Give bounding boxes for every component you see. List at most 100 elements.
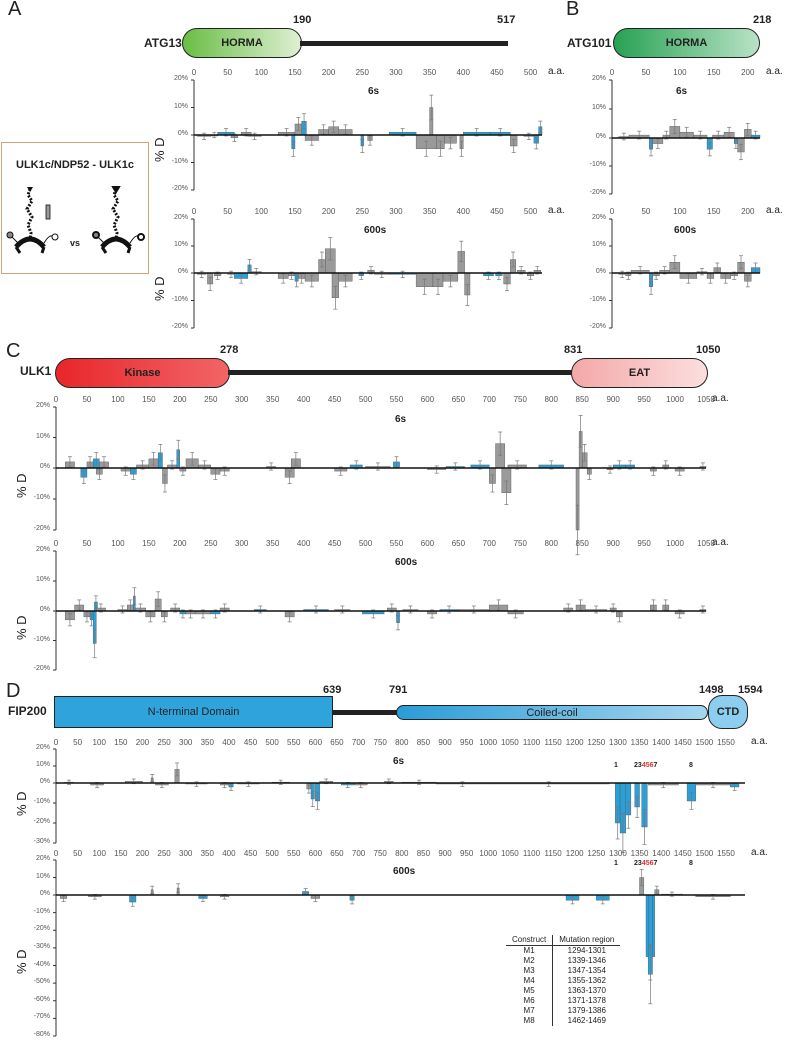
x-tick-label: 850 [416,738,431,747]
boundary-label: 1498 [699,684,724,696]
x-tick-label: 1050 [500,738,519,747]
x-tick-label: 1250 [587,738,606,747]
x-tick-label: 0 [53,738,59,747]
x-tick-label: 700 [482,539,497,548]
y-tick-label: -10% [171,157,188,165]
domain-n-terminal: N-terminal Domain [54,696,333,728]
y-tick-label: -10% [33,798,50,805]
y-tick-label: 0% [39,606,50,613]
y-tick-label: -30% [33,942,50,950]
table-row: M3 1347-1354 [506,966,620,976]
x-tick-label: 800 [395,738,409,747]
x-tick-label: 50 [73,738,83,747]
table-row: M4 1355-1362 [506,976,620,986]
x-tick-label: 900 [606,395,620,404]
x-tick-label: 200 [321,207,336,216]
x-tick-label: 550 [389,395,404,404]
x-tick-label: 600 [308,849,323,858]
domain-coiled-coil: Coiled-coil [396,705,708,720]
x-tick-label: 1000 [666,539,684,548]
y-tick-label: 10% [35,576,50,583]
x-tick-label: 100 [92,849,106,858]
x-axis-unit: a.a. [548,205,565,216]
x-tick-label: 300 [389,68,403,77]
y-tick-label: 0% [595,268,606,275]
y-tick-label: 0% [177,268,188,275]
y-tick-label: 10% [173,102,188,110]
x-tick-label: 100 [254,207,268,216]
x-tick-label: 550 [287,849,301,858]
y-tick-label: -20% [589,323,606,330]
x-tick-label: 1450 [673,849,692,858]
x-tick-label: 50 [223,207,233,216]
x-tick-label: 500 [358,539,373,548]
y-tick-label: 20% [35,855,50,862]
x-tick-label: 100 [111,539,125,548]
x-tick-label: 200 [135,738,150,747]
protein-name-fip200: FIP200 [8,704,47,718]
x-tick-label: 1000 [479,738,498,747]
x-tick-label: 250 [204,395,218,404]
x-tick-label: 200 [741,68,755,77]
x-tick-label: 350 [265,395,280,404]
x-tick-label: 450 [490,68,504,77]
boundary-label: 190 [293,14,312,26]
chart-title: 6s [368,86,380,97]
table-row: M8 1462-1469 [506,1016,620,1026]
table-row: M6 1371-1378 [506,996,620,1006]
x-tick-label: 400 [296,395,311,404]
x-tick-label: 450 [490,207,504,216]
protein-name-ulk1: ULK1 [20,364,52,378]
boundary-label: 278 [220,344,239,356]
y-tick-label: 0% [39,463,50,470]
x-tick-label: 850 [416,849,431,858]
x-tick-label: 800 [544,539,558,548]
y-tick-label: 10% [35,761,50,768]
x-tick-label: 250 [355,207,369,216]
x-tick-label: 650 [330,738,344,747]
x-tick-label: 450 [243,849,258,858]
y-tick-label: 10% [591,241,606,248]
x-tick-label: 1000 [666,395,684,404]
x-tick-label: 200 [173,395,187,404]
domain-label: CTD [716,706,740,718]
x-tick-label: 1050 [500,849,519,858]
boundary-label: 1594 [738,684,763,696]
x-tick-label: 300 [235,395,249,404]
mutation-region-table: Construct Mutation region M1 1294-1301 M2… [506,935,621,1026]
x-tick-label: 900 [438,738,452,747]
x-tick-label: 1200 [565,849,584,858]
panel-letter-a: A [8,0,22,20]
y-tick-label: -10% [33,635,50,643]
x-tick-label: 250 [157,738,171,747]
mutation-marker-m8: 8 [689,860,693,867]
x-tick-label: 500 [358,395,373,404]
y-tick-label: -20% [33,525,50,532]
y-tick-label: 20% [35,744,50,751]
x-tick-label: 0 [609,207,615,216]
x-tick-label: 100 [254,68,268,77]
panel-letter-c: C [6,340,21,362]
boundary-label: 831 [564,344,583,356]
x-tick-label: 300 [389,207,403,216]
x-axis-unit: a.a. [766,66,783,77]
x-tick-label: 0 [53,539,59,548]
x-tick-label: 700 [351,738,366,747]
x-tick-label: 550 [287,738,301,747]
boundary-label: 1050 [696,344,721,356]
disordered-linker-atg13 [300,41,508,46]
x-tick-label: 50 [82,539,92,548]
x-tick-label: 400 [222,849,236,858]
x-tick-label: 950 [459,738,474,747]
x-tick-label: 350 [200,849,214,858]
x-tick-label: 600 [420,539,435,548]
x-tick-label: 250 [204,539,218,548]
x-axis-unit: a.a. [751,736,768,747]
x-tick-label: 1350 [630,849,649,858]
vs-label: vs [70,238,81,248]
x-tick-label: 1450 [673,738,692,747]
domain-label: HORMA [665,37,708,49]
